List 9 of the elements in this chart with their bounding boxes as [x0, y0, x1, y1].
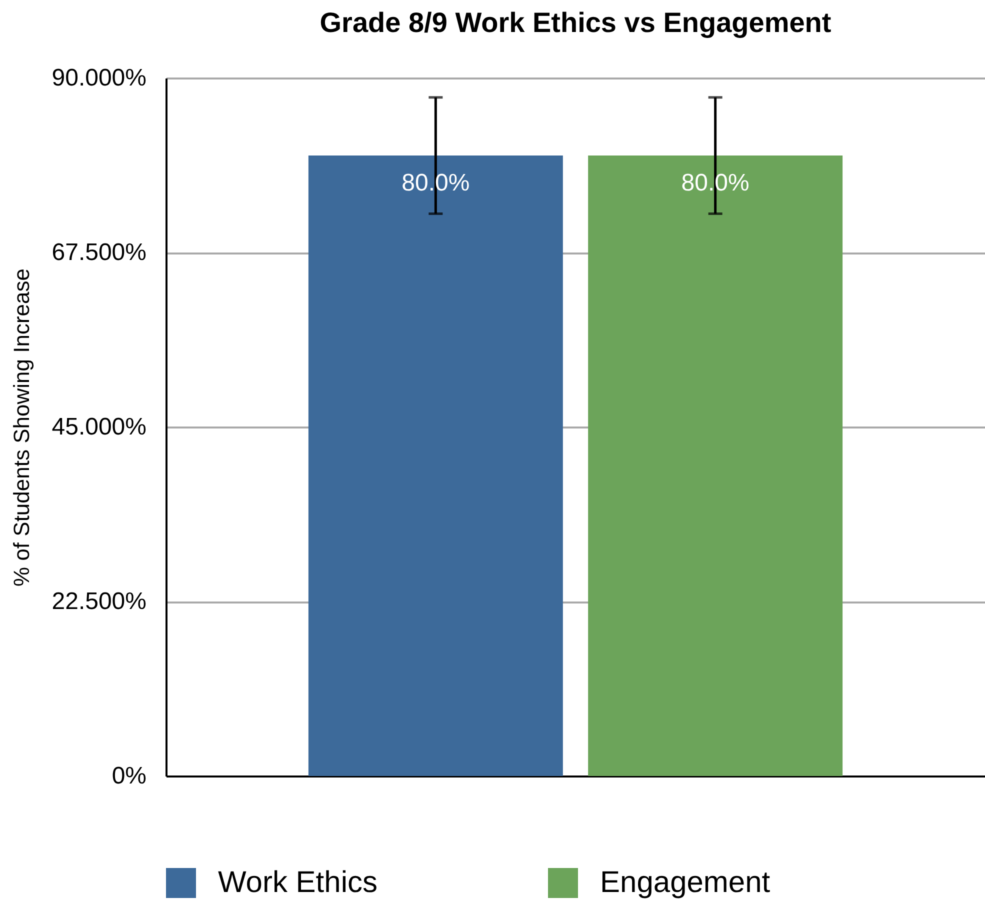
y-axis-title: % of Students Showing Increase — [8, 268, 34, 586]
y-tick-label: 67.500% — [52, 239, 146, 266]
chart-title: Grade 8/9 Work Ethics vs Engagement — [320, 7, 832, 38]
y-tick-label: 22.500% — [52, 588, 146, 615]
y-tick-label: 45.000% — [52, 414, 146, 440]
legend-label: Engagement — [600, 866, 771, 899]
y-tick-label: 0% — [112, 762, 146, 790]
y-tick-label: 90.000% — [52, 64, 146, 92]
legend-label: Work Ethics — [218, 866, 378, 899]
